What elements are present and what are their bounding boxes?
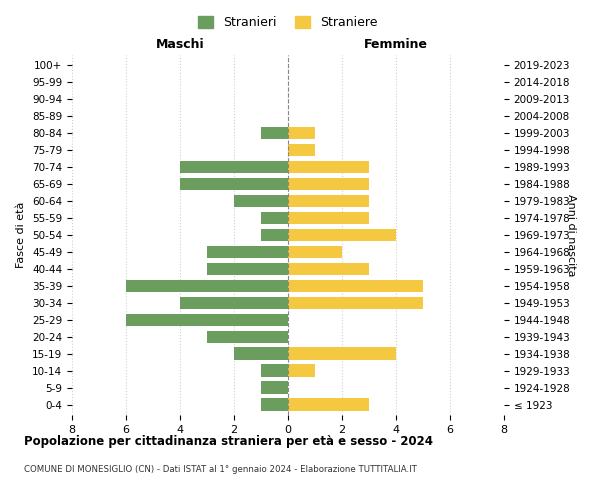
Bar: [261, 228, 288, 241]
Bar: [288, 160, 369, 173]
Bar: [261, 382, 288, 394]
Bar: [288, 348, 396, 360]
Bar: [288, 228, 396, 241]
Bar: [180, 296, 288, 310]
Bar: [288, 296, 423, 310]
Bar: [288, 212, 369, 224]
Bar: [180, 160, 288, 173]
Bar: [288, 398, 369, 411]
Bar: [261, 212, 288, 224]
Bar: [126, 314, 288, 326]
Bar: [288, 194, 369, 207]
Bar: [288, 280, 423, 292]
Y-axis label: Fasce di età: Fasce di età: [16, 202, 26, 268]
Text: Femmine: Femmine: [364, 38, 428, 51]
Bar: [234, 194, 288, 207]
Bar: [207, 262, 288, 276]
Bar: [180, 178, 288, 190]
Bar: [207, 246, 288, 258]
Bar: [288, 126, 315, 140]
Text: Maschi: Maschi: [155, 38, 205, 51]
Bar: [288, 144, 315, 156]
Bar: [261, 364, 288, 377]
Bar: [288, 246, 342, 258]
Bar: [288, 178, 369, 190]
Y-axis label: Anni di nascita: Anni di nascita: [566, 194, 576, 276]
Legend: Stranieri, Straniere: Stranieri, Straniere: [193, 11, 383, 34]
Bar: [288, 262, 369, 276]
Bar: [288, 364, 315, 377]
Bar: [234, 348, 288, 360]
Bar: [207, 330, 288, 344]
Text: Popolazione per cittadinanza straniera per età e sesso - 2024: Popolazione per cittadinanza straniera p…: [24, 435, 433, 448]
Bar: [261, 398, 288, 411]
Bar: [261, 126, 288, 140]
Bar: [126, 280, 288, 292]
Text: COMUNE DI MONESIGLIO (CN) - Dati ISTAT al 1° gennaio 2024 - Elaborazione TUTTITA: COMUNE DI MONESIGLIO (CN) - Dati ISTAT a…: [24, 465, 417, 474]
